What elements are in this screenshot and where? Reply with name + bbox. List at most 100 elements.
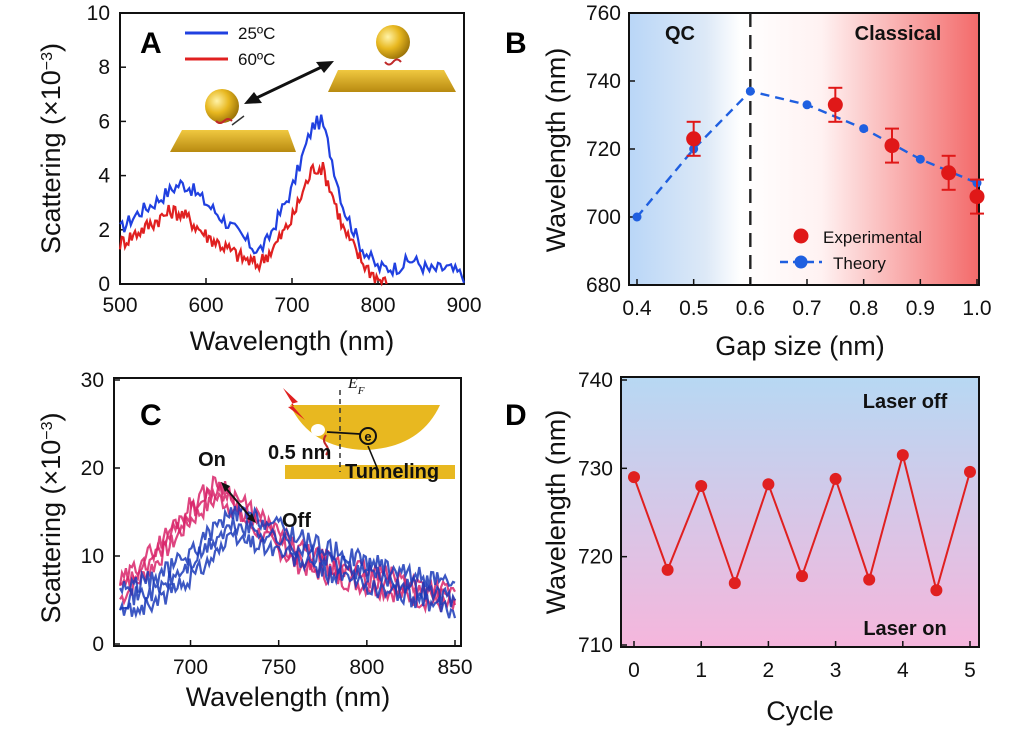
panel-a-ytick-label: 8 [98,56,110,79]
panel-a-ytick-label: 6 [98,110,110,133]
panel-d-point [930,584,943,597]
panel-b-ytick-label: 700 [586,206,621,229]
panel-d-point [896,449,909,462]
panel-a-ytick-label: 10 [87,2,110,25]
panel-a-ytick-label: 2 [98,219,110,242]
panel-d-label: D [505,399,527,432]
panel-c-ytick-label: 0 [92,633,104,656]
panel-b-theory-point [859,124,869,134]
panel-d-xtick-label: 4 [897,659,909,682]
panel-b-experimental-point [827,97,843,113]
panel-a-legend-label: 60ºC [238,50,275,69]
panel-d-xtick-label: 0 [628,659,640,682]
svg-text:e: e [364,429,371,444]
panel-c-ytick-label: 20 [81,457,104,480]
panel-b-theory-point [745,86,755,96]
panel-c-series-line-2 [119,504,456,596]
panel-c-ytick-label: 30 [81,369,104,392]
panel-d-point [762,478,775,491]
panel-c-arrowhead [221,482,230,492]
panel-b-experimental-point [969,189,985,205]
panel-b-experimental-point [884,138,900,154]
panel-a-xtick-label: 900 [446,294,481,317]
panel-b-label: B [505,27,527,60]
panel-a-xtick-label: 700 [274,294,309,317]
panel-b-ytick-label: 720 [586,138,621,161]
panel-d-xlabel: Cycle [766,696,834,726]
panel-b-theory-point [802,100,812,110]
panel-b-xtick-label: 0.4 [622,297,652,320]
panel-b-xtick-label: 0.9 [906,297,935,320]
panel-c-xtick-label: 750 [261,656,296,679]
panel-b-region-label: QC [665,23,695,45]
panel-c-series-line-2 [118,526,457,619]
panel-b-xtick-label: 0.8 [849,297,878,320]
panel-a-legend-label: 25ºC [238,24,275,43]
panel-d-frame [620,376,980,648]
panel-c-ylabel: Scattering (×10−3) [36,412,66,623]
panel-b-region-label: Classical [855,23,942,45]
panel-d-xtick-label: 5 [964,659,976,682]
panel-b-xtick-label: 1.0 [962,297,991,320]
panel-c-xtick-label: 700 [173,656,208,679]
panel-c-ytick-label: 10 [81,545,104,568]
panel-b-xtick-label: 0.7 [792,297,821,320]
panel-d-region-label: Laser on [863,618,946,640]
panel-a-series-line-2 [118,161,388,287]
panel-c-series-line-2 [119,517,456,610]
panel-a-xlabel: Wavelength (nm) [190,326,395,356]
panel-c-off-label: Off [282,510,311,532]
panel-b-legend-label: Theory [833,254,886,273]
panel-d-point [796,570,808,583]
panel-b-experimental-point [686,131,702,147]
panel-b-experimental-point [941,165,957,181]
panel-b-xlabel: Gap size (nm) [715,331,885,361]
panel-b-ytick-label: 680 [586,274,621,297]
panel-a-ytick-label: 0 [98,273,110,296]
panel-d-xtick-label: 2 [763,659,775,682]
panel-c-gap-label: 0.5 nm [268,442,331,464]
panel-b-ytick-label: 740 [586,70,621,93]
panel-c-frame [113,377,462,647]
panel-d-point [964,465,976,478]
panel-a-series-line-1 [119,114,466,284]
panel-d-point [728,577,741,590]
panel-c-xlabel: Wavelength (nm) [186,682,391,712]
panel-b-background [629,13,979,285]
panel-b-legend-label: Experimental [823,228,922,247]
panel-d-point [628,471,640,484]
panel-d-ytick-label: 720 [578,546,613,569]
panel-a-illustration [170,25,456,152]
panel-b-xtick-label: 0.5 [679,297,708,320]
panel-d-ytick-label: 740 [578,369,613,392]
panel-d-region-label: Laser off [863,391,948,413]
panel-d-ytick-label: 730 [578,457,613,480]
panel-d-point [863,573,876,586]
panel-d-background [621,377,979,647]
panel-d-point [829,472,842,485]
panel-d-xtick-label: 1 [695,659,707,682]
panel-c-arrowhead [247,513,256,523]
panel-c-label: C [140,399,162,432]
panel-d-xtick-label: 3 [830,659,842,682]
panel-c-annotation-arrow [223,485,253,520]
panel-c-on-label: On [198,449,226,471]
panel-d-point [661,563,674,576]
panel-c-xtick-label: 800 [349,656,384,679]
panel-b-xtick-label: 0.6 [736,297,765,320]
panel-b-legend-marker [793,228,809,244]
panel-b-theory-point [915,154,925,164]
panel-a-ylabel: Scattering (×10−3) [36,43,66,254]
panel-b-legend-marker [794,255,808,269]
panel-c-illustration: e [283,388,455,479]
panel-c-tunneling-label: Tunneling [345,461,439,483]
panel-d-point [695,480,708,492]
panel-a-xtick-label: 500 [102,294,137,317]
panel-a-xtick-label: 800 [360,294,395,317]
panel-b-ytick-label: 760 [586,2,621,25]
panel-b-ylabel: Wavelength (nm) [541,48,571,253]
panel-d-ylabel: Wavelength (nm) [541,410,571,615]
panel-c-xtick-label: 850 [437,656,472,679]
panel-a-ytick-label: 4 [98,165,110,188]
